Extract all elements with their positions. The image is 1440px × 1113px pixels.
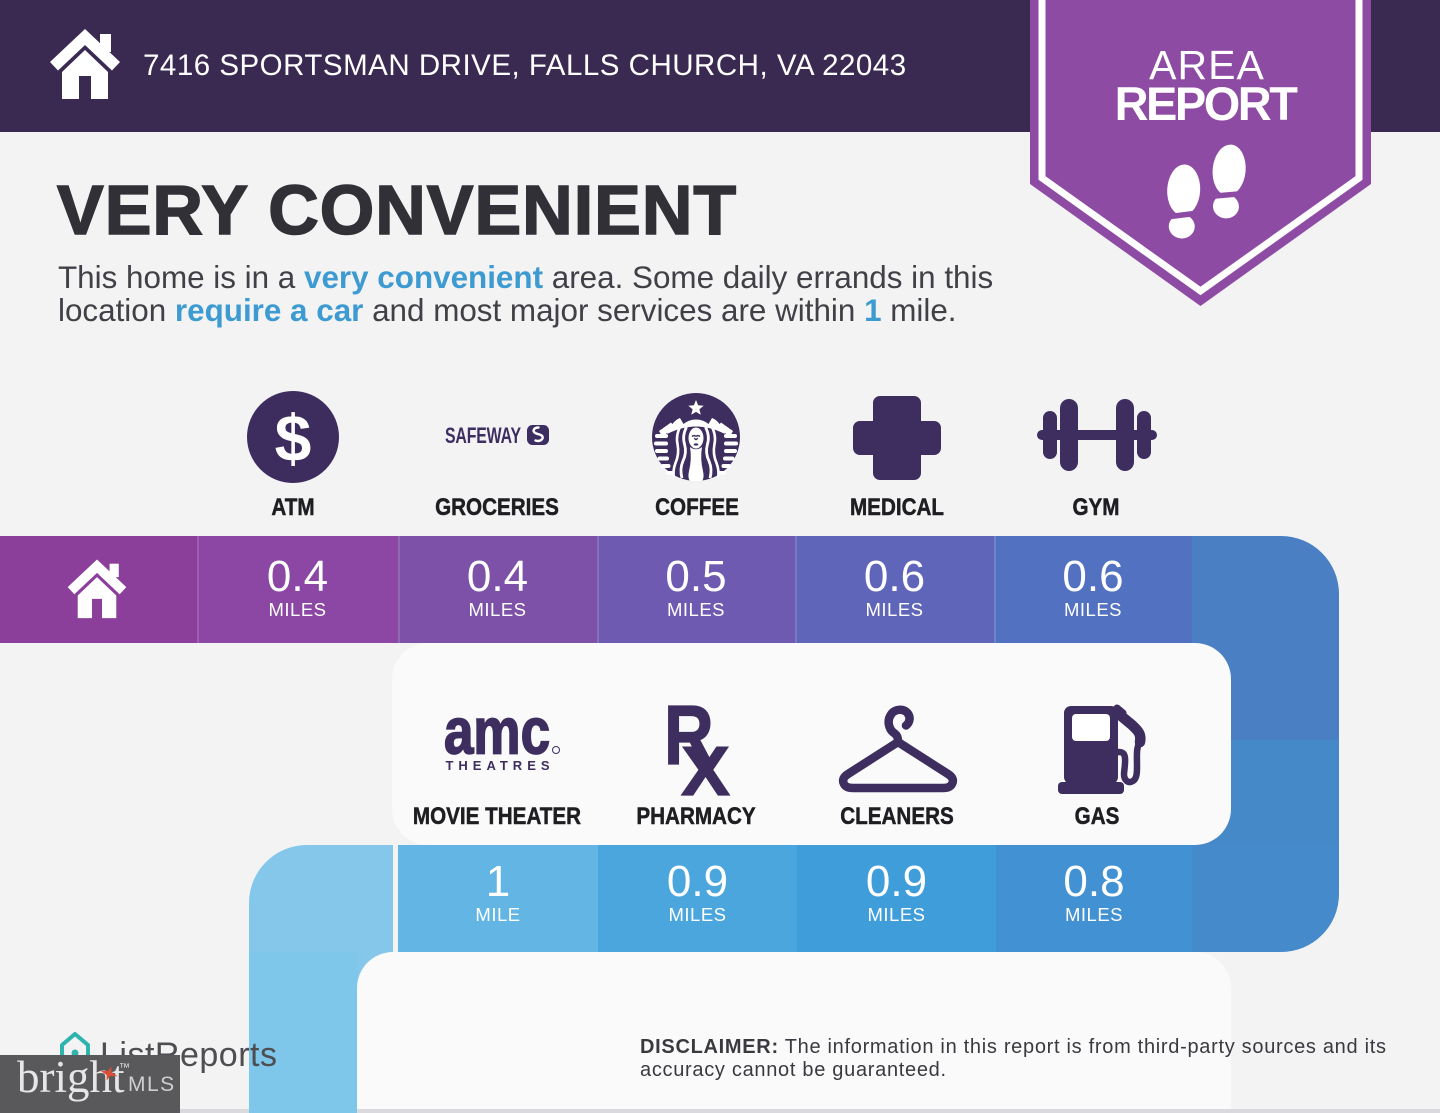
svg-text:REPORT: REPORT (1115, 77, 1299, 130)
svg-text:AREA: AREA (1149, 42, 1265, 88)
